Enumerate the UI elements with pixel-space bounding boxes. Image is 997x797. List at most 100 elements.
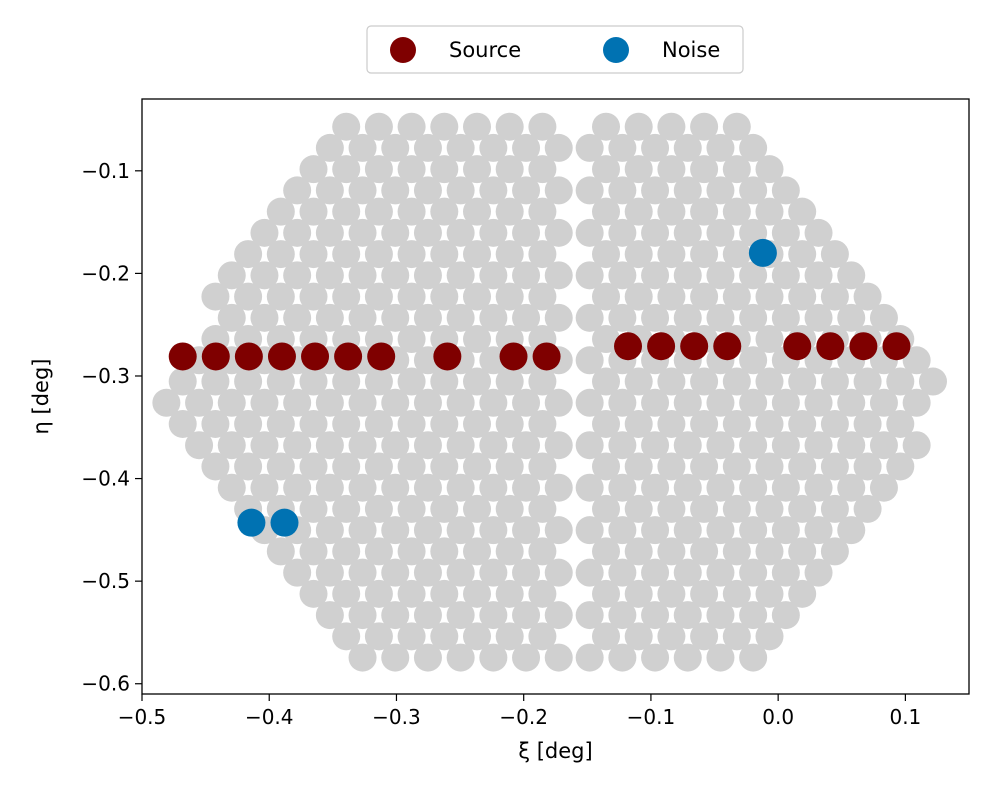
- background-pixel: [804, 473, 833, 502]
- background-pixel: [544, 133, 573, 162]
- background-pixel: [283, 388, 312, 417]
- background-pixel: [706, 303, 735, 332]
- background-pixel: [479, 643, 508, 672]
- background-pixel: [299, 579, 328, 608]
- background-pixel: [902, 431, 931, 460]
- background-pixel: [706, 516, 735, 545]
- background-pixel: [234, 409, 263, 438]
- background-pixel: [397, 367, 426, 396]
- background-pixel: [250, 431, 279, 460]
- background-pixel: [479, 601, 508, 630]
- background-pixel: [413, 261, 442, 290]
- background-pixel: [608, 601, 637, 630]
- background-pixel: [315, 516, 344, 545]
- background-pixel: [397, 240, 426, 269]
- background-pixel: [641, 473, 670, 502]
- background-pixel: [624, 409, 653, 438]
- background-pixel: [657, 494, 686, 523]
- x-tick-label: −0.2: [499, 705, 548, 729]
- background-pixel: [788, 452, 817, 481]
- background-pixel: [608, 516, 637, 545]
- background-pixel: [869, 303, 898, 332]
- background-pixel: [283, 261, 312, 290]
- background-pixel: [690, 282, 719, 311]
- background-pixel: [397, 325, 426, 354]
- background-pixel: [820, 494, 849, 523]
- background-pixel: [788, 579, 817, 608]
- background-pixel: [217, 388, 246, 417]
- source-point: [614, 332, 643, 361]
- background-pixel: [479, 431, 508, 460]
- source-point: [301, 342, 330, 371]
- background-pixel: [544, 516, 573, 545]
- background-pixel: [348, 431, 377, 460]
- background-pixel: [690, 494, 719, 523]
- background-pixel: [641, 388, 670, 417]
- background-pixel: [624, 537, 653, 566]
- background-pixel: [624, 579, 653, 608]
- background-pixel: [902, 388, 931, 417]
- background-pixel: [575, 643, 604, 672]
- background-pixel: [299, 367, 328, 396]
- background-pixel: [528, 494, 557, 523]
- background-pixel-layer: [152, 112, 947, 672]
- background-pixel: [512, 473, 541, 502]
- background-pixel: [755, 367, 784, 396]
- background-pixel: [299, 240, 328, 269]
- background-pixel: [673, 133, 702, 162]
- background-pixel: [217, 261, 246, 290]
- background-pixel: [430, 409, 459, 438]
- background-pixel: [446, 218, 475, 247]
- background-pixel: [152, 388, 181, 417]
- background-pixel: [837, 388, 866, 417]
- background-pixel: [512, 261, 541, 290]
- background-pixel: [479, 558, 508, 587]
- source-point: [680, 332, 709, 361]
- background-pixel: [528, 579, 557, 608]
- background-pixel: [446, 516, 475, 545]
- background-pixel: [608, 261, 637, 290]
- background-pixel: [528, 452, 557, 481]
- background-pixel: [690, 579, 719, 608]
- background-pixel: [706, 473, 735, 502]
- background-pixel: [624, 452, 653, 481]
- background-pixel: [381, 133, 410, 162]
- x-tick-label: 0.1: [889, 705, 921, 729]
- background-pixel: [739, 346, 768, 375]
- background-pixel: [168, 409, 197, 438]
- background-pixel: [348, 601, 377, 630]
- background-pixel: [722, 240, 751, 269]
- background-pixel: [283, 558, 312, 587]
- background-pixel: [755, 622, 784, 651]
- background-pixel: [575, 558, 604, 587]
- background-pixel: [706, 176, 735, 205]
- background-pixel: [544, 558, 573, 587]
- background-pixel: [544, 218, 573, 247]
- background-pixel: [690, 197, 719, 226]
- background-pixel: [315, 558, 344, 587]
- background-pixel: [397, 282, 426, 311]
- source-point: [267, 342, 296, 371]
- background-pixel: [771, 388, 800, 417]
- background-pixel: [592, 240, 621, 269]
- x-tick-label: −0.3: [372, 705, 421, 729]
- y-tick-label: −0.1: [81, 159, 130, 183]
- background-pixel: [575, 601, 604, 630]
- background-pixel: [624, 112, 653, 141]
- background-pixel: [722, 452, 751, 481]
- background-pixel: [201, 367, 230, 396]
- background-pixel: [771, 601, 800, 630]
- background-pixel: [575, 346, 604, 375]
- background-pixel: [512, 643, 541, 672]
- background-pixel: [739, 601, 768, 630]
- background-pixel: [528, 537, 557, 566]
- series-noise: [237, 238, 777, 537]
- background-pixel: [479, 516, 508, 545]
- background-pixel: [608, 558, 637, 587]
- background-pixel: [690, 622, 719, 651]
- background-pixel: [348, 558, 377, 587]
- background-pixel: [495, 622, 524, 651]
- background-pixel: [250, 473, 279, 502]
- background-pixel: [608, 431, 637, 460]
- background-pixel: [332, 240, 361, 269]
